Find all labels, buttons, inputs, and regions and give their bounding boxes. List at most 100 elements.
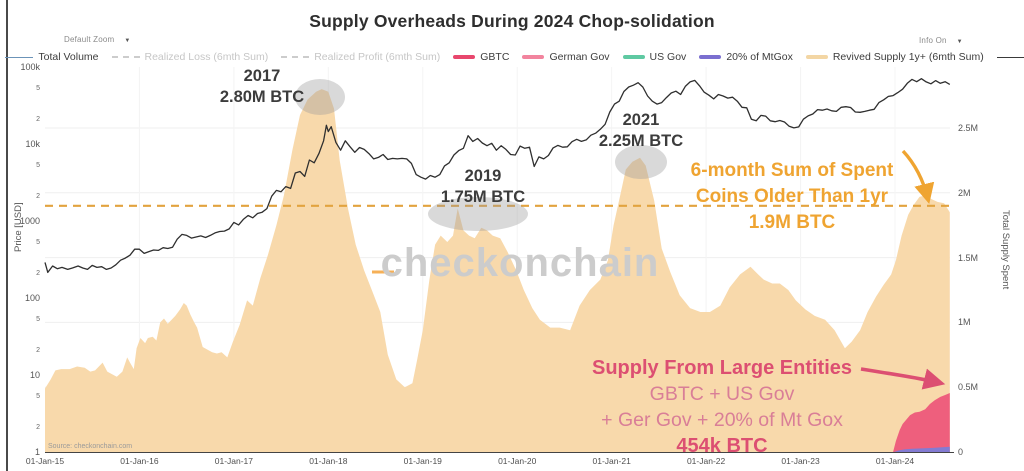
axis-tick-label: 2 bbox=[36, 346, 40, 354]
watermark: checkonchain bbox=[380, 241, 660, 285]
axis-tick-label: 01-Jan-22 bbox=[686, 456, 726, 466]
large-entities-area bbox=[893, 393, 950, 452]
legend-swatch-german bbox=[522, 55, 545, 59]
axis-tick-label: 5 bbox=[36, 239, 40, 247]
annotation-2019-year: 2019 bbox=[464, 167, 502, 185]
axis-tick-label: 01-Jan-24 bbox=[875, 456, 915, 466]
annotation-threshold-line1: 6-month Sum of Spent bbox=[690, 160, 894, 181]
annotation-threshold: 6-month Sum of Spent Coins Older Than 1y… bbox=[691, 158, 894, 236]
highlight-ellipse-2017 bbox=[295, 79, 345, 115]
legend-label-revived: Revived Supply 1y+ (6mth Sum) bbox=[832, 51, 984, 63]
default-zoom-label: Default Zoom bbox=[64, 35, 115, 44]
axis-tick-label: 2 bbox=[36, 423, 40, 431]
axis-tick-label: 2M bbox=[958, 187, 971, 198]
axis-tick-label: 2 bbox=[36, 115, 40, 123]
legend-label-mtgox: 20% of MtGox bbox=[726, 51, 793, 63]
annotation-entities-line4: 454k BTC bbox=[676, 435, 768, 457]
annotation-2021-year: 2021 bbox=[622, 111, 660, 129]
axis-tick-label: 5 bbox=[36, 393, 40, 401]
left-axis-ticks: 100k 5 2 10k 5 2 1000 5 2 100 5 2 10 5 2 1 bbox=[0, 0, 40, 471]
legend-label-german: German Gov bbox=[549, 51, 610, 63]
legend-swatch-rloss bbox=[111, 56, 140, 58]
axis-tick-label: 2 bbox=[36, 269, 40, 277]
annotation-entities-line3: + Ger Gov + 20% of Mt Gox bbox=[601, 409, 843, 431]
legend-swatch-volume bbox=[5, 56, 34, 58]
legend-swatch-revived bbox=[805, 55, 828, 59]
axis-tick-label: 10 bbox=[29, 370, 40, 380]
axis-tick-label: 5 bbox=[36, 162, 40, 170]
threshold-arrow bbox=[901, 149, 935, 204]
annotation-entities-line2: GBTC + US Gov bbox=[649, 383, 795, 405]
legend-swatch-rprofit bbox=[281, 56, 310, 58]
legend-swatch-mtgox bbox=[699, 55, 722, 59]
annotation-2019: 2019 1.75M BTC bbox=[441, 166, 525, 208]
legend-swatch-price bbox=[996, 56, 1024, 58]
legend-label-rprofit: Realized Profit (6mth Sum) bbox=[314, 51, 441, 63]
legend-item-rloss[interactable]: Realized Loss (6mth Sum) bbox=[111, 51, 269, 63]
legend-item-german[interactable]: German Gov bbox=[522, 51, 610, 63]
axis-tick-label: 01-Jan-19 bbox=[403, 456, 442, 466]
right-axis-ticks: 2.5M 2M 1.5M 1M 0.5M 0 bbox=[958, 0, 998, 471]
legend-item-revived[interactable]: Revived Supply 1y+ (6mth Sum) bbox=[805, 51, 984, 63]
info-toggle-dropdown[interactable]: Info On ▼ bbox=[919, 36, 963, 45]
axis-tick-label: 100 bbox=[24, 293, 40, 303]
axis-tick-label: 01-Jan-17 bbox=[214, 456, 254, 466]
right-axis-title: Total Supply Spent bbox=[1000, 210, 1011, 290]
legend-label-rloss: Realized Loss (6mth Sum) bbox=[144, 51, 269, 63]
axis-tick-label: 01-Jan-15 bbox=[25, 456, 65, 466]
annotation-2021-value: 2.25M BTC bbox=[598, 132, 684, 150]
info-toggle-label: Info On bbox=[919, 36, 947, 45]
axis-tick-label: 0 bbox=[958, 447, 964, 457]
legend-item-usgov[interactable]: US Gov bbox=[622, 51, 687, 63]
highlight-ellipse-2021 bbox=[615, 145, 667, 179]
axis-tick-label: 01-Jan-23 bbox=[781, 456, 820, 466]
revived-supply-area bbox=[45, 89, 950, 452]
axis-tick-label: 5 bbox=[36, 85, 40, 93]
chevron-down-icon: ▼ bbox=[956, 39, 963, 45]
axis-tick-label: 2 bbox=[36, 192, 40, 200]
legend-label-usgov: US Gov bbox=[649, 51, 687, 63]
mtgox-area bbox=[894, 446, 950, 452]
page-title: Supply Overheads During 2024 Chop-solida… bbox=[309, 11, 715, 31]
annotation-entities: Supply From Large Entities GBTC + US Gov… bbox=[592, 355, 852, 459]
window-left-edge bbox=[6, 0, 8, 471]
annotation-2017: 2017 2.80M BTC bbox=[220, 66, 304, 108]
annotation-2021: 2021 2.25M BTC bbox=[599, 110, 683, 152]
axis-tick-label: 1000 bbox=[19, 216, 40, 226]
annotation-2017-value: 2.80M BTC bbox=[219, 88, 305, 106]
annotation-threshold-line2: Coins Older Than 1yr bbox=[695, 186, 889, 207]
legend-item-price[interactable]: Price bbox=[996, 51, 1024, 63]
annotation-2017-year: 2017 bbox=[243, 67, 281, 85]
legend-swatch-usgov bbox=[622, 55, 645, 59]
source-label: Source: checkonchain.com bbox=[48, 443, 133, 450]
axis-tick-label: 01-Jan-18 bbox=[309, 456, 348, 466]
axis-tick-label: 01-Jan-20 bbox=[498, 456, 537, 466]
annotation-2019-value: 1.75M BTC bbox=[440, 188, 526, 206]
axis-tick-label: 01-Jan-16 bbox=[120, 456, 159, 466]
axis-tick-label: 01-Jan-21 bbox=[592, 456, 631, 466]
axis-tick-label: 1.5M bbox=[958, 252, 979, 263]
legend-swatch-gbtc bbox=[453, 55, 476, 59]
legend-item-gbtc[interactable]: GBTC bbox=[453, 51, 509, 63]
default-zoom-dropdown[interactable]: Default Zoom ▼ bbox=[64, 35, 131, 44]
axis-tick-label: 2.5M bbox=[958, 123, 979, 133]
legend: Total Volume Realized Loss (6mth Sum) Real… bbox=[5, 51, 1024, 63]
axis-tick-label: 0.5M bbox=[958, 382, 979, 393]
legend-item-rprofit[interactable]: Realized Profit (6mth Sum) bbox=[281, 51, 440, 63]
left-axis-title: Price [USD] bbox=[13, 202, 24, 252]
legend-label-volume: Total Volume bbox=[38, 51, 99, 63]
axis-tick-label: 10k bbox=[25, 139, 40, 149]
legend-item-mtgox[interactable]: 20% of MtGox bbox=[699, 51, 793, 63]
annotation-entities-line1: Supply From Large Entities bbox=[591, 357, 853, 379]
axis-tick-label: 1M bbox=[958, 317, 971, 328]
annotation-threshold-line3: 1.9M BTC bbox=[748, 212, 836, 233]
axis-tick-label: 100k bbox=[20, 62, 40, 72]
axis-tick-label: 1 bbox=[34, 447, 40, 457]
price-line bbox=[44, 78, 951, 274]
legend-item-volume[interactable]: Total Volume bbox=[5, 51, 99, 63]
entities-arrow bbox=[860, 367, 946, 390]
axis-tick-label: 5 bbox=[36, 316, 40, 324]
